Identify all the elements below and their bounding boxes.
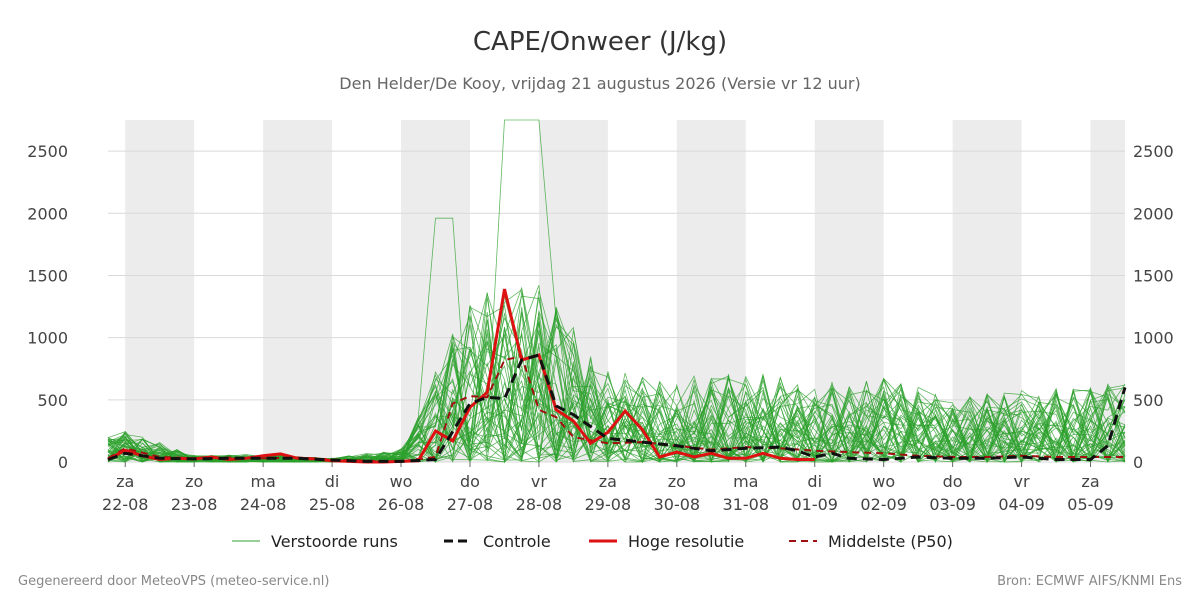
x-tick-date: 23-08	[171, 495, 218, 514]
x-tick-date: 24-08	[240, 495, 287, 514]
y-tick-label-right: 1000	[1133, 329, 1174, 348]
perturbed-run-line	[107, 296, 1126, 463]
legend: Verstoorde runs Controle Hoge resolutie Mid…	[232, 532, 953, 551]
footer-generated-by: Gegenereerd door MeteoVPS (meteo-service…	[18, 574, 329, 589]
x-tick-date: 26-08	[378, 495, 425, 514]
perturbed-run-line	[107, 312, 1126, 464]
x-tick-date: 22-08	[102, 495, 149, 514]
x-tick-weekday: wo	[390, 472, 413, 491]
x-tick-weekday: za	[116, 472, 134, 491]
y-tick-label-left: 1000	[27, 329, 68, 348]
x-tick-weekday: do	[943, 472, 963, 491]
x-tick-weekday: di	[325, 472, 340, 491]
y-tick-label-right: 2000	[1133, 204, 1174, 223]
control-line	[107, 353, 1127, 463]
weekend-band	[125, 120, 195, 462]
legend-label-perturbed: Verstoorde runs	[271, 532, 398, 551]
y-tick-label-left: 2000	[27, 204, 68, 223]
footer-source: Bron: ECMWF AIFS/KNMI Ens	[997, 574, 1182, 589]
y-tick-label-left: 2500	[27, 142, 68, 161]
x-tick-date: 02-09	[860, 495, 907, 514]
x-tick-weekday: zo	[668, 472, 686, 491]
y-tick-label-right: 500	[1133, 391, 1164, 410]
y-tick-label-left: 500	[37, 391, 68, 410]
x-tick-weekday: di	[807, 472, 822, 491]
legend-label-high_res: Hoge resolutie	[628, 532, 744, 551]
x-tick-date: 01-09	[791, 495, 838, 514]
x-tick-weekday: wo	[872, 472, 895, 491]
y-tick-label-right: 1500	[1133, 266, 1174, 285]
weekend-band	[263, 120, 333, 462]
chart-subtitle: Den Helder/De Kooy, vrijdag 21 augustus …	[339, 74, 860, 93]
perturbed-run-line	[107, 348, 1126, 463]
perturbed-run-line	[107, 295, 1126, 463]
x-tick-date: 29-08	[585, 495, 632, 514]
x-tick-weekday: za	[1081, 472, 1099, 491]
legend-label-control: Controle	[483, 532, 551, 551]
y-tick-label-left: 1500	[27, 266, 68, 285]
x-tick-weekday: vr	[1014, 472, 1030, 491]
x-tick-weekday: do	[460, 472, 480, 491]
x-tick-weekday: zo	[185, 472, 203, 491]
x-tick-date: 04-09	[998, 495, 1045, 514]
x-tick-weekday: vr	[531, 472, 547, 491]
x-tick-date: 30-08	[654, 495, 701, 514]
y-tick-label-right: 0	[1133, 453, 1143, 472]
y-tick-label-left: 0	[58, 453, 68, 472]
x-tick-weekday: ma	[250, 472, 275, 491]
x-tick-weekday: za	[599, 472, 617, 491]
x-tick-date: 05-09	[1067, 495, 1114, 514]
plot-area: 0 0 500 500 1000 1000 1500 1500 2000 2000 2500 2500…	[27, 119, 1174, 514]
chart-title: CAPE/Onweer (J/kg)	[473, 27, 727, 57]
legend-label-median: Middelste (P50)	[828, 532, 953, 551]
y-tick-label-right: 2500	[1133, 142, 1174, 161]
x-tick-date: 03-09	[929, 495, 976, 514]
x-tick-weekday: ma	[733, 472, 758, 491]
x-tick-date: 25-08	[309, 495, 356, 514]
x-tick-date: 28-08	[516, 495, 563, 514]
x-tick-date: 27-08	[447, 495, 494, 514]
x-tick-date: 31-08	[723, 495, 770, 514]
